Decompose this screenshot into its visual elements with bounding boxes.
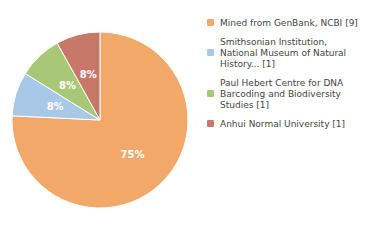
svg-text:8%: 8% <box>59 80 76 91</box>
svg-text:Mined from GenBank, NCBI [9]: Mined from GenBank, NCBI [9] <box>220 18 358 28</box>
svg-text:National Museum of Natural: National Museum of Natural <box>220 48 346 58</box>
svg-text:Anhui Normal University [1]: Anhui Normal University [1] <box>220 119 345 129</box>
svg-text:History... [1]: History... [1] <box>220 59 275 69</box>
svg-text:8%: 8% <box>80 69 97 80</box>
svg-text:Studies [1]: Studies [1] <box>220 100 269 110</box>
svg-text:8%: 8% <box>47 101 64 112</box>
svg-text:Paul Hebert Centre for DNA: Paul Hebert Centre for DNA <box>220 78 344 88</box>
svg-text:Barcoding and Biodiversity: Barcoding and Biodiversity <box>220 89 342 99</box>
svg-text:75%: 75% <box>120 149 144 160</box>
svg-text:Smithsonian Institution,: Smithsonian Institution, <box>220 37 327 47</box>
